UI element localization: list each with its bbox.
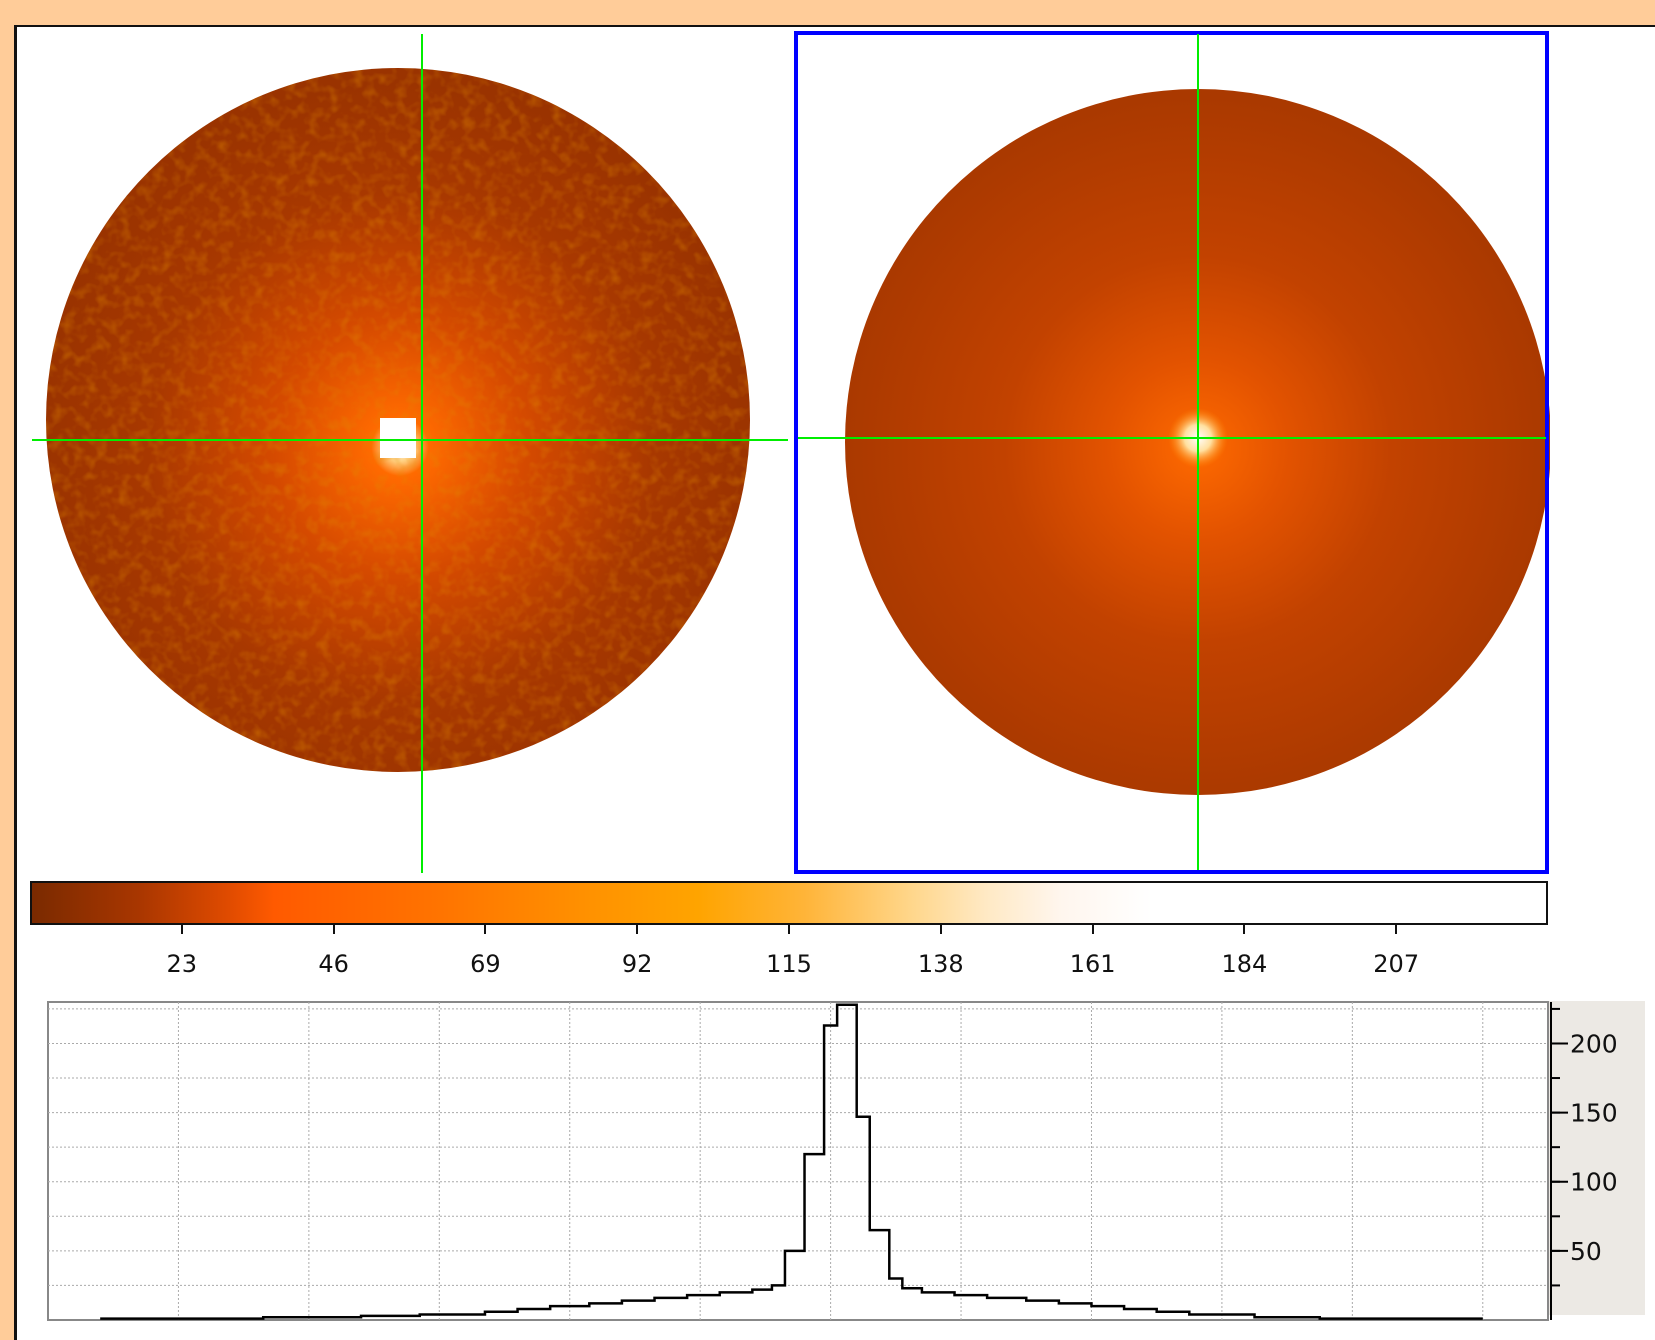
colorbar-tick xyxy=(788,925,790,934)
histogram-bin xyxy=(720,1292,753,1320)
colorbar-tick xyxy=(636,925,639,934)
histogram-y-tick-label: 150 xyxy=(1570,1099,1618,1128)
histogram-bin xyxy=(889,1279,902,1320)
observed-peak xyxy=(380,418,416,458)
histogram-bin xyxy=(622,1301,655,1320)
colorbar-tick-label: 92 xyxy=(621,950,653,978)
histogram-bin xyxy=(1189,1314,1254,1320)
model-image[interactable] xyxy=(794,30,1550,875)
histogram-y-tick-label: 200 xyxy=(1570,1029,1618,1058)
histogram-bin xyxy=(1157,1312,1190,1320)
colorbar-tick-label: 115 xyxy=(766,950,812,978)
histogram-y-tick-label: 100 xyxy=(1570,1168,1618,1197)
histogram-bin xyxy=(902,1288,922,1320)
histogram-bin xyxy=(550,1306,589,1320)
colorbar-tick xyxy=(1243,925,1246,934)
colorbar-tick-label: 46 xyxy=(318,950,349,978)
selection-frame[interactable] xyxy=(794,31,1549,874)
histogram-step-line xyxy=(100,1003,1483,1320)
histogram-bin xyxy=(752,1290,772,1320)
histogram-bin xyxy=(1026,1301,1059,1320)
histogram-bin xyxy=(987,1298,1026,1320)
histogram-plot-area xyxy=(47,1001,1549,1321)
colorbar-tick-label: 69 xyxy=(470,950,501,978)
colorbar-tick xyxy=(332,925,335,934)
colorbar-tick-label: 138 xyxy=(917,950,964,978)
histogram-bin xyxy=(420,1314,485,1320)
histogram-bin xyxy=(870,1230,890,1320)
colorbar-tick-label: 23 xyxy=(166,950,198,978)
histogram-bin xyxy=(785,1251,805,1320)
colorbar-tick xyxy=(939,925,942,934)
histogram-bin xyxy=(589,1303,622,1320)
colorbar-tick xyxy=(180,925,183,934)
colorbar-tick-label: 207 xyxy=(1373,950,1420,978)
histogram-bin xyxy=(922,1292,955,1320)
histogram-bin xyxy=(687,1295,720,1320)
histogram-bin xyxy=(1091,1306,1124,1320)
histogram-bin xyxy=(955,1295,988,1320)
histogram-bin xyxy=(805,1154,825,1320)
histogram-bin xyxy=(485,1312,518,1320)
histogram-bin xyxy=(518,1309,551,1320)
histogram-bin xyxy=(1059,1303,1092,1320)
histogram-bin xyxy=(1255,1317,1320,1320)
histogram-bin xyxy=(1320,1319,1483,1320)
histogram-axis-background xyxy=(1548,1001,1645,1315)
histogram-bin xyxy=(361,1316,420,1320)
colorbar-tick xyxy=(1395,925,1398,934)
histogram-bin xyxy=(1124,1309,1157,1320)
colorbar-tick-label: 184 xyxy=(1221,950,1268,978)
colorbar-tick-label: 161 xyxy=(1069,950,1116,978)
histogram-bin xyxy=(100,1319,263,1320)
histogram-y-tick-label: 50 xyxy=(1570,1237,1602,1266)
observed-image[interactable] xyxy=(30,30,790,875)
histogram-bin xyxy=(857,1117,870,1320)
colorbar-tick xyxy=(1091,925,1094,934)
histogram-bin xyxy=(837,1005,857,1320)
histogram-bin xyxy=(655,1298,688,1320)
colorbar[interactable] xyxy=(30,881,1548,925)
histogram-bin xyxy=(263,1317,361,1320)
histogram-bin xyxy=(824,1026,837,1320)
colorbar-tick xyxy=(484,925,487,934)
histogram-bin xyxy=(772,1285,785,1320)
